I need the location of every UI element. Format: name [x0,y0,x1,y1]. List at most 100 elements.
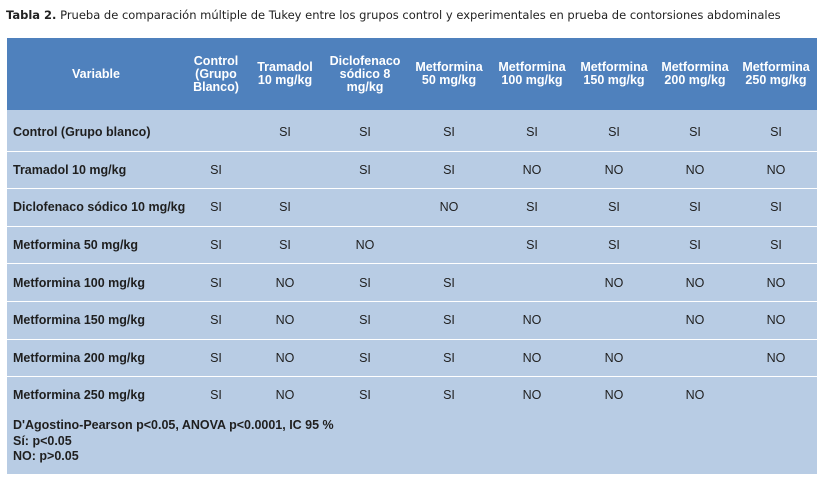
table-row: Metformina 250 mg/kg SI NO SI SI NO NO NO [7,376,817,414]
header-column-2: Tramadol 10 mg/kg [247,38,323,110]
table-row: Tramadol 10 mg/kg SI SI SI NO NO NO NO [7,150,817,189]
row-label: Control (Grupo blanco) [13,125,151,140]
table-cell: SI [323,263,407,302]
table-cell [407,225,491,264]
table-body: Control (Grupo blanco) SI SI SI SI SI SI SI Tram… [7,110,817,414]
table-cell: NO [573,376,655,414]
table-cell: SI [608,125,620,140]
table-cell: SI [323,150,407,189]
table-cell: SI [323,300,407,340]
table-cell: SI [573,188,655,227]
header-column-3: Diclofenaco sódico 8 mg/kg [323,38,407,110]
table-cell: SI [247,225,323,264]
table-row: Metformina 100 mg/kg SI NO SI SI NO NO NO [7,263,817,302]
table-cell: SI [185,225,247,264]
table-cell [573,300,655,340]
table-cell: SI [655,188,735,227]
row-label: Tramadol 10 mg/kg [7,150,185,189]
table-footnote: D'Agostino-Pearson p<0.05, ANOVA p<0.000… [13,418,793,465]
footnote-si-legend: Sí: p<0.05 [13,433,72,448]
header-row: Variable Control (Grupo Blanco) Tramadol 1… [7,38,817,110]
table-cell: NO [247,376,323,414]
row-label: Metformina 50 mg/kg [7,225,185,264]
table-cell: NO [407,188,491,227]
table-cell: SI [407,150,491,189]
table-cell: SI [407,338,491,377]
table-cell: SI [735,188,817,227]
table-cell: SI [323,376,407,414]
table-cell: NO [735,150,817,189]
table-row: Metformina 150 mg/kg SI NO SI SI NO NO NO [7,300,817,340]
table-cell: SI [185,188,247,227]
table-cell: NO [573,338,655,377]
table-cell: NO [655,263,735,302]
table-cell: SI [735,225,817,264]
header-variable: Variable [7,38,185,110]
table-cell [655,338,735,377]
table-cell: SI [185,376,247,414]
caption-label: Tabla 2. [6,8,57,22]
table-cell: SI [359,125,371,140]
table-row: Metformina 50 mg/kg SI SI NO SI SI SI SI [7,225,817,264]
table-cell: NO [491,376,573,414]
header-column-4: Metformina 50 mg/kg [407,38,491,110]
table-cell: SI [689,125,701,140]
table-cell: NO [735,338,817,377]
footnote-no-legend: NO: p>0.05 [13,449,79,463]
header-column-7: Metformina 200 mg/kg [655,38,735,110]
header-gap-cell [7,110,817,114]
table-cell: SI [655,225,735,264]
table-row: Metformina 200 mg/kg SI NO SI SI NO NO NO [7,338,817,377]
table-cell: SI [491,188,573,227]
table-cell: SI [279,125,291,140]
table-cell: NO [735,300,817,340]
table-cell: NO [491,300,573,340]
table-cell: NO [491,150,573,189]
row-label: Diclofenaco sódico 10 mg/kg [7,188,185,227]
table-cell: SI [185,338,247,377]
table-cell: SI [185,150,247,189]
table-cell: NO [655,300,735,340]
table-row: Diclofenaco sódico 10 mg/kg SI SI NO SI SI SI S… [7,188,817,227]
table-cell: NO [247,338,323,377]
table-cell: SI [407,300,491,340]
row-label: Metformina 100 mg/kg [7,263,185,302]
table-cell: NO [491,338,573,377]
table-row: Control (Grupo blanco) SI SI SI SI SI SI SI [7,114,817,151]
table-cell: SI [770,125,782,140]
header-column-1: Control (Grupo Blanco) [185,38,247,110]
table-cell: NO [735,263,817,302]
header-column-5: Metformina 100 mg/kg [491,38,573,110]
table-cell: NO [323,225,407,264]
table-cell [185,114,247,151]
table-cell: SI [491,225,573,264]
table-cell: NO [655,376,735,414]
table-cell: SI [185,300,247,340]
table-cell: NO [247,300,323,340]
table-cell [323,188,407,227]
table-cell: NO [573,263,655,302]
table-cell: SI [407,376,491,414]
table-cell [735,376,817,414]
header-column-8: Metformina 250 mg/kg [735,38,817,110]
row-label: Metformina 250 mg/kg [7,376,185,414]
table-cell: SI [443,125,455,140]
footnote-stats: D'Agostino-Pearson p<0.05, ANOVA p<0.000… [13,418,334,432]
table-cell [247,150,323,189]
table-cell: SI [573,225,655,264]
comparison-table-container: Variable Control (Grupo Blanco) Tramadol 1… [7,38,817,474]
table-cell: SI [526,125,538,140]
header-gap-row [7,110,817,114]
row-label: Metformina 150 mg/kg [7,300,185,340]
table-cell: NO [247,263,323,302]
table-cell: NO [573,150,655,189]
table-cell: SI [407,263,491,302]
table-cell: SI [323,338,407,377]
table-cell: SI [247,188,323,227]
table-cell: SI [185,263,247,302]
tukey-comparison-table: Variable Control (Grupo Blanco) Tramadol 1… [7,38,817,414]
table-cell [491,263,573,302]
caption-text: Prueba de comparación múltiple de Tukey … [60,8,781,22]
table-caption: Tabla 2. Prueba de comparación múltiple … [6,8,781,22]
row-label: Metformina 200 mg/kg [7,338,185,377]
